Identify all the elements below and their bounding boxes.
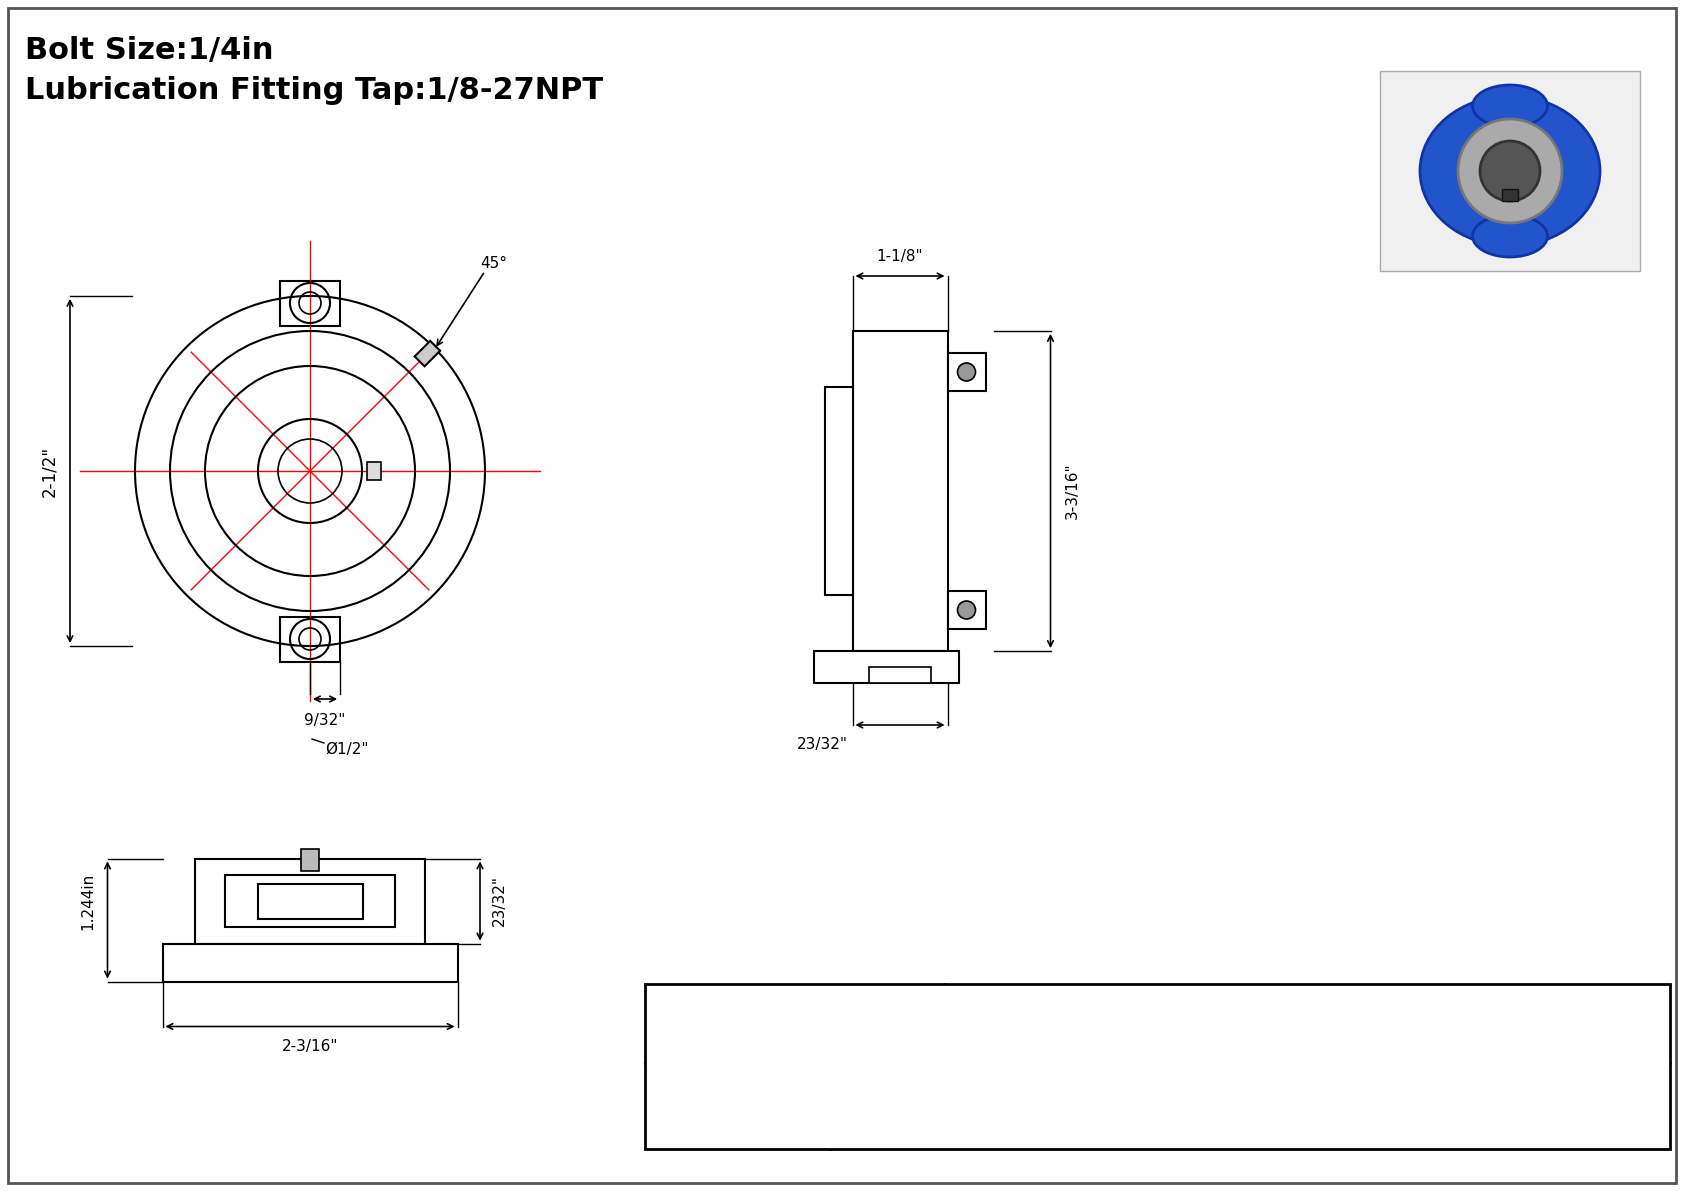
Bar xyxy=(280,617,340,661)
Text: 1.244in: 1.244in xyxy=(81,872,96,930)
Text: Email: lilybearing@lily-bearing.com: Email: lilybearing@lily-bearing.com xyxy=(1160,1053,1455,1071)
Bar xyxy=(301,848,318,871)
Bar xyxy=(645,984,1671,1149)
Bar xyxy=(367,462,381,480)
Text: LILY: LILY xyxy=(734,1017,857,1071)
Text: Bolt Size:1/4in: Bolt Size:1/4in xyxy=(25,36,273,66)
Circle shape xyxy=(958,601,975,619)
Text: Part: Part xyxy=(719,1097,756,1116)
Text: Lubrication Fitting Tap:1/8-27NPT: Lubrication Fitting Tap:1/8-27NPT xyxy=(25,76,603,105)
Text: 1-1/8": 1-1/8" xyxy=(877,249,923,264)
Bar xyxy=(869,667,931,682)
Bar xyxy=(1502,189,1517,201)
Bar xyxy=(948,591,985,629)
Bar xyxy=(825,387,852,596)
Circle shape xyxy=(958,363,975,381)
Bar xyxy=(852,331,948,651)
Text: 23/32": 23/32" xyxy=(492,875,507,927)
Text: 2-3/16": 2-3/16" xyxy=(281,1039,338,1054)
Text: 2-1/2": 2-1/2" xyxy=(40,445,57,497)
Bar xyxy=(226,875,396,927)
Ellipse shape xyxy=(1420,96,1600,247)
Bar xyxy=(258,884,362,918)
Bar xyxy=(813,651,958,682)
Circle shape xyxy=(1480,141,1539,201)
Ellipse shape xyxy=(1472,85,1548,127)
Text: 23/32": 23/32" xyxy=(797,737,847,752)
Text: KHFX201-8: KHFX201-8 xyxy=(1180,1095,1320,1115)
Text: ®: ® xyxy=(857,1012,877,1033)
Text: SHANGHAI LILY BEARING LIMITED: SHANGHAI LILY BEARING LIMITED xyxy=(1125,1024,1490,1043)
Bar xyxy=(195,859,424,943)
Bar xyxy=(162,943,458,981)
Text: Number: Number xyxy=(701,1116,773,1134)
Text: Two-Bolt Flange Bearing Eccentric Collar Locking: Two-Bolt Flange Bearing Eccentric Collar… xyxy=(1021,1117,1479,1135)
Text: Ø1/2": Ø1/2" xyxy=(325,742,369,757)
Text: 9/32": 9/32" xyxy=(305,713,345,728)
Text: 3-3/16": 3-3/16" xyxy=(1064,462,1079,519)
Text: 45°: 45° xyxy=(480,256,507,272)
Bar xyxy=(280,281,340,325)
Bar xyxy=(948,353,985,391)
Circle shape xyxy=(1458,119,1563,223)
Bar xyxy=(1379,71,1640,272)
Ellipse shape xyxy=(1472,216,1548,257)
Polygon shape xyxy=(414,341,440,367)
